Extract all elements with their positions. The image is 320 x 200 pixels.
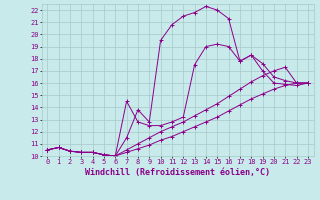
X-axis label: Windchill (Refroidissement éolien,°C): Windchill (Refroidissement éolien,°C) [85,168,270,177]
